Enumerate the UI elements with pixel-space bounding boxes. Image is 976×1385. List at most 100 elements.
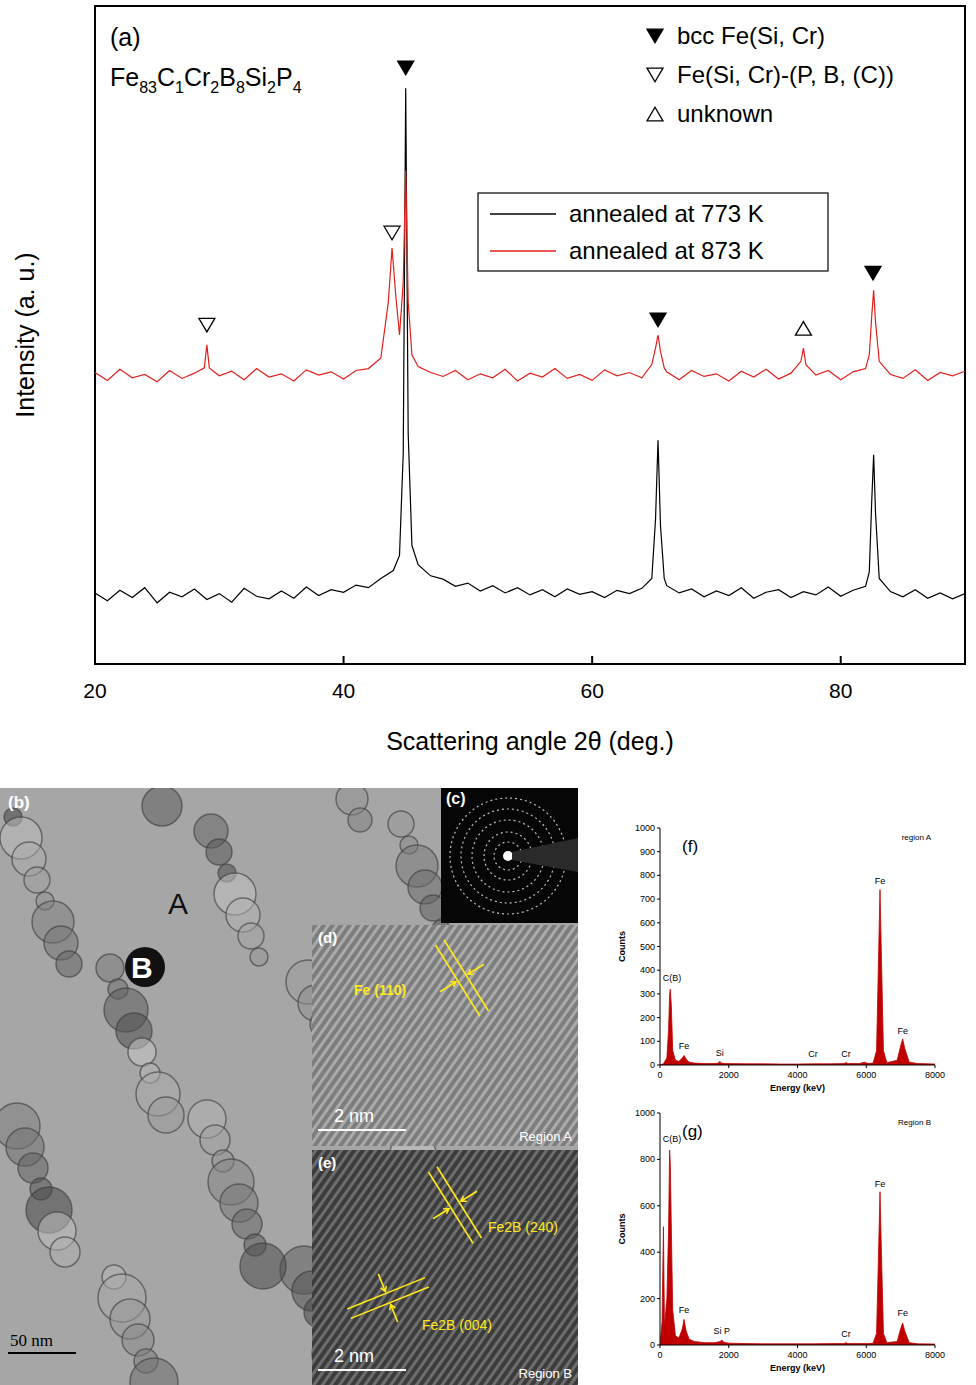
grain: [96, 954, 124, 982]
y-axis-title: Intensity (a. u.): [11, 252, 39, 417]
figure: 20406080Scattering angle 2θ (deg.)Intens…: [0, 0, 976, 1385]
peak-label: Fe: [875, 1179, 886, 1189]
fringe-line: [436, 945, 481, 1016]
legend-text: Fe(Si, Cr)-(P, B, (C)): [677, 61, 894, 88]
peak-label: Fe: [897, 1308, 908, 1318]
x-tick: [866, 1065, 867, 1068]
peak-label: Cr: [841, 1049, 851, 1059]
x-tick: [343, 656, 345, 664]
region-name: Region B: [519, 1366, 572, 1381]
y-tick-label: 1000: [635, 1108, 655, 1118]
x-tick-label: 8000: [925, 1070, 945, 1080]
peak-label: Si P: [714, 1326, 731, 1336]
peak-label: Fe: [897, 1026, 908, 1036]
y-axis-title: Counts: [617, 1214, 627, 1245]
peak-label: Fe: [679, 1041, 690, 1051]
peak-marker: [199, 318, 215, 332]
y-tick-label: 500: [640, 942, 655, 952]
x-tick-label: 60: [580, 679, 603, 702]
x-tick-label: 6000: [856, 1070, 876, 1080]
eds-spectrum: [660, 1150, 935, 1345]
y-tick-label: 800: [640, 1154, 655, 1164]
legend-text: annealed at 773 K: [569, 200, 764, 227]
fringe-line: [437, 1167, 482, 1238]
y-tick-label: 800: [640, 870, 655, 880]
peak-label: Si: [716, 1048, 724, 1058]
peak-marker: [398, 61, 414, 75]
x-axis-title: Scattering angle 2θ (deg.): [386, 727, 674, 755]
series-group: [95, 88, 965, 603]
y-tick-label: 400: [640, 1247, 655, 1257]
arrow: [459, 1189, 478, 1204]
y-tick-label: 0: [650, 1060, 655, 1070]
grain: [148, 1097, 184, 1133]
x-tick: [728, 1345, 729, 1348]
arrow: [375, 1273, 388, 1293]
fringe-marker: [411, 1156, 500, 1255]
y-tick-label: 700: [640, 894, 655, 904]
y-tick-label: 1000: [635, 823, 655, 833]
x-tick: [728, 1065, 729, 1068]
region-label: B: [131, 951, 153, 984]
y-tick-label: 100: [640, 1036, 655, 1046]
composition-part: C: [157, 63, 175, 91]
grain: [142, 788, 182, 826]
panel-letter: (e): [318, 1154, 336, 1171]
y-tick: [657, 851, 660, 852]
arrow: [466, 962, 485, 977]
legend-text: annealed at 873 K: [569, 237, 764, 264]
peak-label: C(B): [663, 1134, 682, 1144]
saed-background: [441, 788, 578, 923]
y-axis-title: Counts: [617, 931, 627, 962]
grain: [24, 867, 50, 893]
grain: [240, 1243, 286, 1289]
legend-text: bcc Fe(Si, Cr): [677, 22, 825, 49]
xrd-line: [95, 171, 965, 382]
grain: [206, 839, 232, 865]
y-tick: [657, 899, 660, 900]
x-tick-label: 40: [332, 679, 355, 702]
region-label: A: [168, 887, 188, 920]
y-tick: [657, 946, 660, 947]
legend-marker: [647, 107, 663, 121]
y-tick-label: 300: [640, 989, 655, 999]
legend-line: [490, 250, 556, 252]
x-tick-label: 0: [657, 1350, 662, 1360]
peak-marker: [795, 322, 811, 336]
y-tick: [657, 1252, 660, 1253]
x-tick: [797, 1065, 798, 1068]
y-tick-label: 600: [640, 918, 655, 928]
grain: [56, 951, 82, 977]
y-tick-label: 200: [640, 1013, 655, 1023]
composition-sub: 83: [139, 79, 157, 96]
y-tick-label: 600: [640, 1201, 655, 1211]
peak-marker: [865, 266, 881, 280]
y-tick: [657, 1298, 660, 1299]
panel-letter: (c): [446, 790, 466, 807]
region-name: Region A: [519, 1129, 572, 1144]
composition-sub: 2: [210, 79, 219, 96]
scale-bar-label: 50 nm: [10, 1331, 53, 1350]
composition-sub: 4: [293, 79, 302, 96]
plane-label: Fe2B (240): [488, 1219, 558, 1235]
peak-label: Fe: [679, 1305, 690, 1315]
y-tick: [657, 875, 660, 876]
composition-part: Fe: [110, 63, 139, 91]
hrtem-a-fringes: [312, 925, 578, 1146]
xrd-line: [95, 88, 965, 603]
legend-marker: [647, 68, 663, 82]
x-tick: [660, 1065, 661, 1068]
arrow: [431, 1206, 450, 1221]
panel-letter: (a): [110, 23, 141, 51]
peak-label: Cr: [841, 1329, 851, 1339]
x-tick: [935, 1345, 936, 1348]
composition-sub: 2: [267, 79, 276, 96]
panel-letter: (b): [8, 793, 30, 812]
panel-letter: (f): [682, 837, 698, 856]
x-tick-label: 2000: [719, 1070, 739, 1080]
plane-label: Fe2B (004): [422, 1317, 492, 1333]
scale-bar: [318, 1129, 406, 1131]
x-tick-label: 2000: [719, 1350, 739, 1360]
grain: [238, 923, 264, 949]
grain: [128, 1038, 156, 1066]
